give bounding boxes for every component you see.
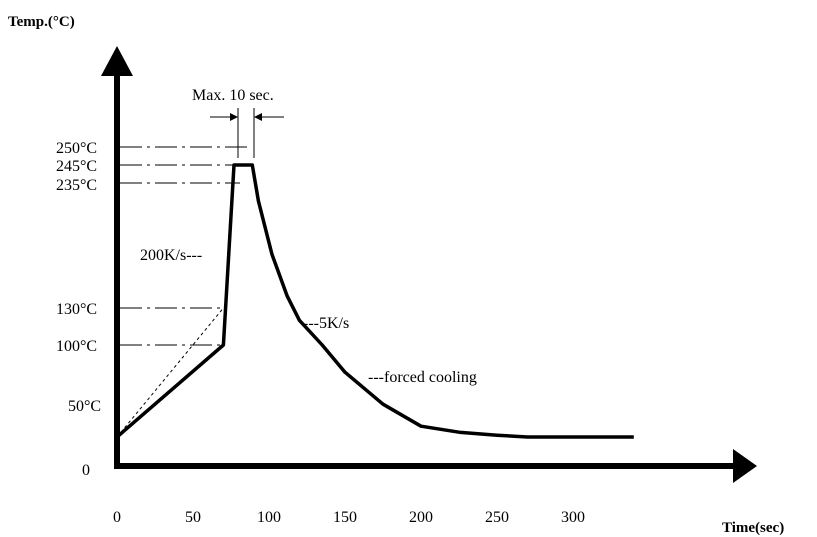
x-tick-label: 250 <box>485 509 509 526</box>
y-axis-arrow-icon <box>101 46 133 76</box>
heating-rate-label: 200K/s--- <box>140 247 202 264</box>
x-tick-label: 200 <box>409 509 433 526</box>
y-tick-label: 130°C <box>56 301 97 318</box>
max-time-label: Max. 10 sec. <box>192 87 274 104</box>
x-tick-label: 0 <box>113 509 121 526</box>
x-axis-title: Time(sec) <box>722 520 784 536</box>
x-tick-label: 300 <box>561 509 585 526</box>
y-axis-title: Temp.(°C) <box>8 14 75 30</box>
forced-cooling-label: ---forced cooling <box>368 369 477 386</box>
x-axis-arrow-icon <box>733 449 757 483</box>
y-tick-label: 250°C <box>56 140 97 157</box>
y-tick-label: 235°C <box>56 177 97 194</box>
series-group <box>115 163 634 439</box>
temperature-profile-dashed-line <box>116 307 224 438</box>
max-time-annotation: Max. 10 sec. <box>192 87 284 158</box>
cooling-rate-label: ---5K/s <box>303 315 349 332</box>
x-tick-labels: 0 50 100 150 200 250 300 <box>113 509 585 526</box>
x-tick-label: 100 <box>257 509 281 526</box>
reference-lines <box>120 146 250 346</box>
x-tick-label: 50 <box>185 509 201 526</box>
y-tick-label: 100°C <box>56 338 97 355</box>
x-tick-label: 150 <box>333 509 357 526</box>
y-tick-label: 50°C <box>68 398 101 415</box>
temperature-profile-line <box>115 163 634 439</box>
y-tick-label: 0 <box>82 462 90 479</box>
y-tick-label: 245°C <box>56 158 97 175</box>
